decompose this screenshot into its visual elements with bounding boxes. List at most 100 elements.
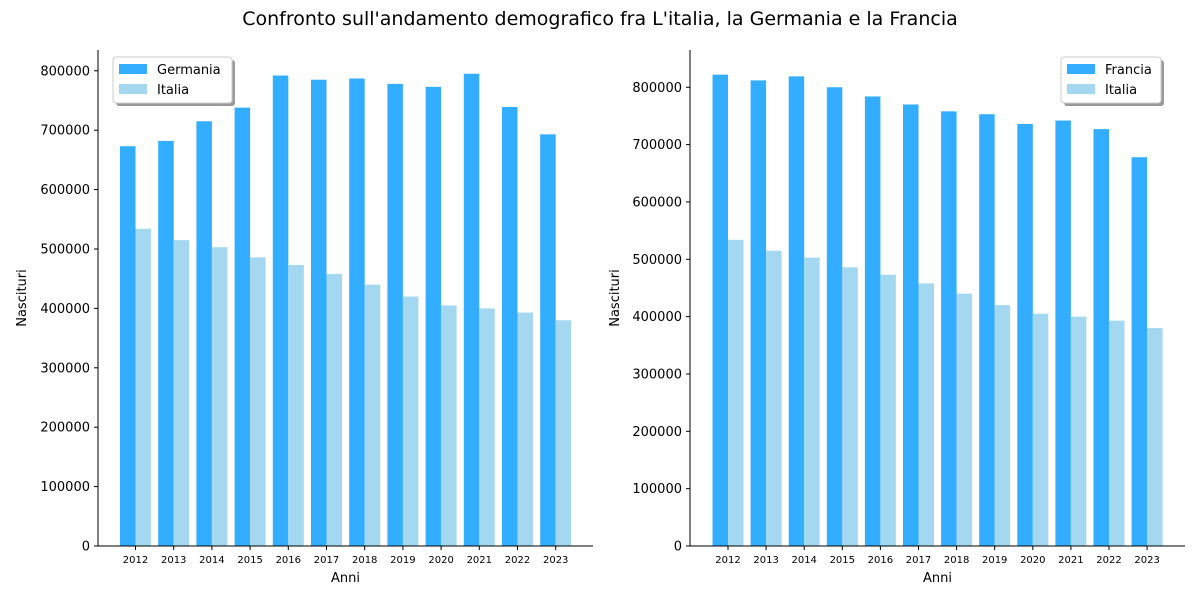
chart-germania-italia: 2012 2013 2014 2015 2016 2017 2018 2019 2020 2021… [15, 50, 593, 586]
x-tick-label-2017: 2017 [314, 555, 339, 566]
y-tick-label-500000: 500000 [40, 242, 90, 257]
legend-label-italia: Italia [1105, 83, 1137, 98]
y-tick-label-200000: 200000 [632, 425, 682, 440]
y-tick-label-600000: 600000 [40, 183, 90, 198]
bar-italia-2023 [555, 320, 572, 546]
x-tick-label-2012: 2012 [123, 555, 148, 566]
x-tick-label-2019: 2019 [982, 555, 1007, 566]
bar-francia-2017 [903, 104, 919, 546]
bar-francia-2015 [826, 87, 843, 547]
bar-francia-2013 [750, 80, 767, 547]
x-tick-label-2022: 2022 [505, 555, 530, 566]
x-tick-label-2021: 2021 [1058, 555, 1083, 566]
y-tick-label-700000: 700000 [40, 124, 90, 139]
legend-swatch-francia [1067, 64, 1095, 74]
bar-italia-2018 [364, 284, 381, 546]
legend-label-germania: Germania [157, 63, 221, 78]
y-tick-label-0: 0 [82, 540, 90, 555]
bar-italia-2016 [880, 274, 896, 546]
x-tick-label-2018: 2018 [352, 555, 377, 566]
y-tick-label-600000: 600000 [632, 195, 682, 210]
bar-italia-2013 [173, 240, 190, 546]
bar-italia-2016 [288, 265, 304, 546]
bar-germania-2017 [311, 79, 327, 547]
bar-italia-2021 [1070, 316, 1087, 546]
x-tick-label-2014: 2014 [199, 555, 224, 566]
bar-italia-2018 [956, 293, 973, 546]
bar-italia-2017 [918, 283, 934, 546]
bar-francia-2023 [1131, 157, 1148, 546]
bar-germania-2014 [196, 121, 212, 547]
x-tick-label-2016: 2016 [276, 555, 301, 566]
legend: Germania Italia [112, 56, 235, 106]
legend-swatch-italia [119, 84, 147, 94]
bar-italia-2013 [766, 250, 782, 546]
x-tick-label-2017: 2017 [906, 555, 931, 566]
y-tick-label-800000: 800000 [632, 81, 682, 96]
bar-italia-2022 [1109, 320, 1125, 546]
bar-germania-2022 [502, 107, 518, 546]
x-axis-label: Anni [331, 571, 360, 586]
bar-germania-2016 [272, 75, 289, 547]
bar-germania-2013 [158, 140, 174, 546]
x-tick-label-2018: 2018 [944, 555, 969, 566]
bar-italia-2014 [211, 247, 228, 546]
x-tick-label-2019: 2019 [390, 555, 415, 566]
x-tick-label-2013: 2013 [753, 555, 778, 566]
y-tick-label-100000: 100000 [40, 480, 90, 495]
x-tick-label-2014: 2014 [791, 555, 816, 566]
legend-swatch-italia [1067, 84, 1095, 94]
y-tick-label-400000: 400000 [632, 310, 682, 325]
y-tick-label-0: 0 [674, 540, 682, 555]
bar-italia-2017 [326, 273, 342, 546]
y-tick-label-800000: 800000 [40, 64, 90, 79]
x-axis-label: Anni [923, 571, 952, 586]
bar-germania-2023 [540, 134, 556, 546]
y-tick-label-200000: 200000 [40, 421, 90, 436]
bar-italia-2022 [517, 312, 533, 546]
bar-italia-2015 [250, 257, 266, 546]
legend-swatch-germania [119, 64, 147, 74]
x-tick-label-2023: 2023 [543, 555, 568, 566]
x-tick-label-2015: 2015 [237, 555, 262, 566]
figure-title: Confronto sull'andamento demografico fra… [242, 8, 958, 30]
chart-francia-italia: 2012 2013 2014 2015 2016 2017 2018 2019 2020 2021… [608, 50, 1185, 586]
bar-germania-2015 [234, 107, 251, 546]
bar-francia-2012 [712, 74, 728, 546]
x-tick-label-2022: 2022 [1096, 555, 1121, 566]
bar-francia-2018 [941, 111, 957, 546]
x-tick-label-2023: 2023 [1134, 555, 1159, 566]
legend-label-francia: Francia [1105, 63, 1152, 78]
bar-francia-2014 [788, 76, 805, 546]
y-axis-label: Nascituri [15, 269, 30, 327]
x-tick-label-2015: 2015 [830, 555, 855, 566]
bar-francia-2016 [864, 96, 881, 547]
x-tick-label-2012: 2012 [715, 555, 740, 566]
legend: Francia Italia [1060, 56, 1164, 106]
y-tick-label-700000: 700000 [632, 138, 682, 153]
y-tick-label-400000: 400000 [40, 302, 90, 317]
bar-italia-2020 [1032, 313, 1049, 546]
bar-italia-2019 [994, 305, 1011, 546]
x-tick-label-2013: 2013 [161, 555, 186, 566]
bar-italia-2014 [804, 257, 820, 546]
bar-italia-2019 [402, 296, 419, 546]
bar-italia-2023 [1147, 328, 1163, 546]
bar-germania-2021 [463, 73, 480, 546]
bar-germania-2012 [120, 146, 136, 547]
bar-francia-2019 [979, 114, 995, 547]
y-tick-label-500000: 500000 [632, 253, 682, 268]
x-tick-label-2020: 2020 [428, 555, 453, 566]
bar-italia-2015 [842, 267, 858, 546]
x-tick-label-2016: 2016 [868, 555, 893, 566]
legend-label-italia: Italia [157, 83, 189, 98]
y-tick-label-300000: 300000 [40, 361, 90, 376]
y-tick-label-100000: 100000 [632, 482, 682, 497]
bar-italia-2012 [728, 239, 744, 547]
bar-francia-2021 [1055, 120, 1071, 546]
bar-germania-2020 [425, 86, 442, 547]
bar-francia-2022 [1093, 129, 1109, 547]
bar-germania-2018 [349, 78, 365, 546]
x-tick-label-2021: 2021 [467, 555, 492, 566]
